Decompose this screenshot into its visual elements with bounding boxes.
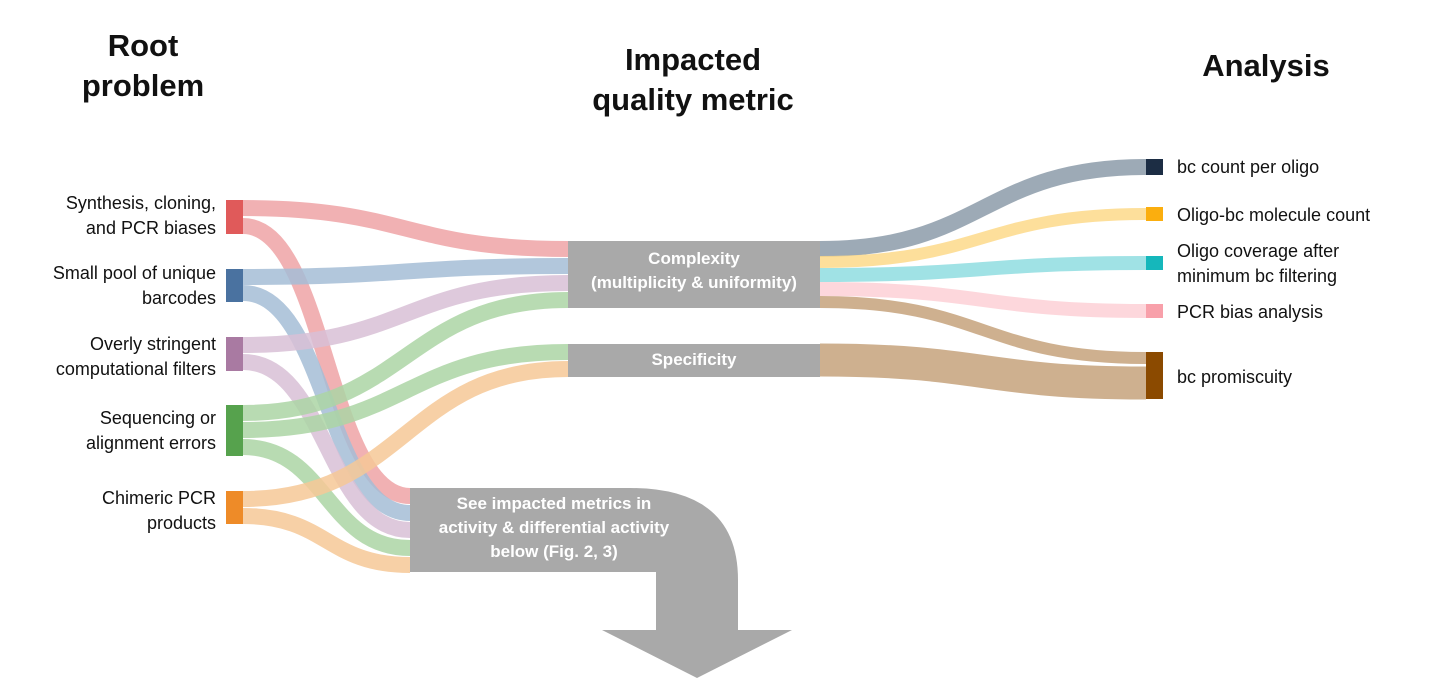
complexity-label: Complexity (multiplicity & uniformity) xyxy=(591,249,797,292)
flow-synthesis-to-see-below xyxy=(241,218,412,504)
downstream-arrow xyxy=(410,488,792,678)
specificity-label: Specificity xyxy=(651,350,737,369)
source-label-chimeric: Chimeric PCR products xyxy=(101,488,216,533)
complexity-box xyxy=(568,241,820,308)
flow-sequencing-to-complexity xyxy=(242,292,569,421)
flow-chimeric-to-see-below xyxy=(242,508,411,573)
analysis-node-molecule-count xyxy=(1146,207,1163,221)
flow-chimeric-to-specificity xyxy=(242,361,569,507)
analysis-node-bc-count xyxy=(1146,159,1163,175)
source-node-chimeric xyxy=(226,491,243,524)
source-label-filters: Overly stringent computational filters xyxy=(55,334,216,379)
source-node-filters xyxy=(226,337,243,371)
root-problem-header: Root problem xyxy=(81,28,205,103)
source-node-synthesis xyxy=(226,200,243,234)
specificity-box xyxy=(568,344,820,377)
source-label-sequencing: Sequencing or alignment errors xyxy=(85,408,216,453)
analysis-label-bc-count: bc count per oligo xyxy=(1177,157,1320,177)
flow-pool-to-complexity xyxy=(242,258,569,285)
analysis-label-pcr-bias: PCR bias analysis xyxy=(1177,302,1324,322)
source-node-pool xyxy=(226,269,243,302)
flow-complexity-to-pcr-bias xyxy=(819,282,1147,318)
analysis-node-coverage xyxy=(1146,256,1163,270)
see-below-label: See impacted metrics in activity & differ… xyxy=(438,494,670,561)
analysis-label-promiscuity: bc promiscuity xyxy=(1177,367,1293,387)
flow-sequencing-to-see-below xyxy=(242,439,411,556)
analysis-node-pcr-bias xyxy=(1146,304,1163,318)
source-node-sequencing xyxy=(226,405,243,456)
flow-synthesis-to-complexity xyxy=(242,200,569,257)
flow-specificity-to-promiscuity xyxy=(819,343,1147,400)
flow-complexity-to-molecule-count xyxy=(819,208,1147,268)
analysis-label-coverage: Oligo coverage after minimum bc filtering xyxy=(1177,241,1340,286)
flow-filters-to-see-below xyxy=(242,354,411,538)
root-to-metric-flows xyxy=(241,200,569,573)
analysis-node-promiscuity xyxy=(1146,352,1163,399)
analysis-label-molecule-count: Oligo-bc molecule count xyxy=(1177,205,1371,225)
flow-complexity-to-bc-count xyxy=(819,159,1147,257)
analysis-header: Analysis xyxy=(1202,48,1330,83)
impacted-metric-header: Impacted quality metric xyxy=(592,42,794,117)
flow-complexity-to-coverage xyxy=(819,256,1147,282)
metric-to-analysis-flows xyxy=(819,159,1147,400)
flow-filters-to-complexity xyxy=(242,275,569,353)
node-shapes xyxy=(226,159,1163,678)
source-label-synthesis: Synthesis, cloning, and PCR biases xyxy=(65,193,216,238)
flow-sequencing-to-specificity xyxy=(242,344,569,438)
flow-complexity-to-promiscuity xyxy=(819,296,1147,364)
source-label-pool: Small pool of unique barcodes xyxy=(52,263,216,308)
